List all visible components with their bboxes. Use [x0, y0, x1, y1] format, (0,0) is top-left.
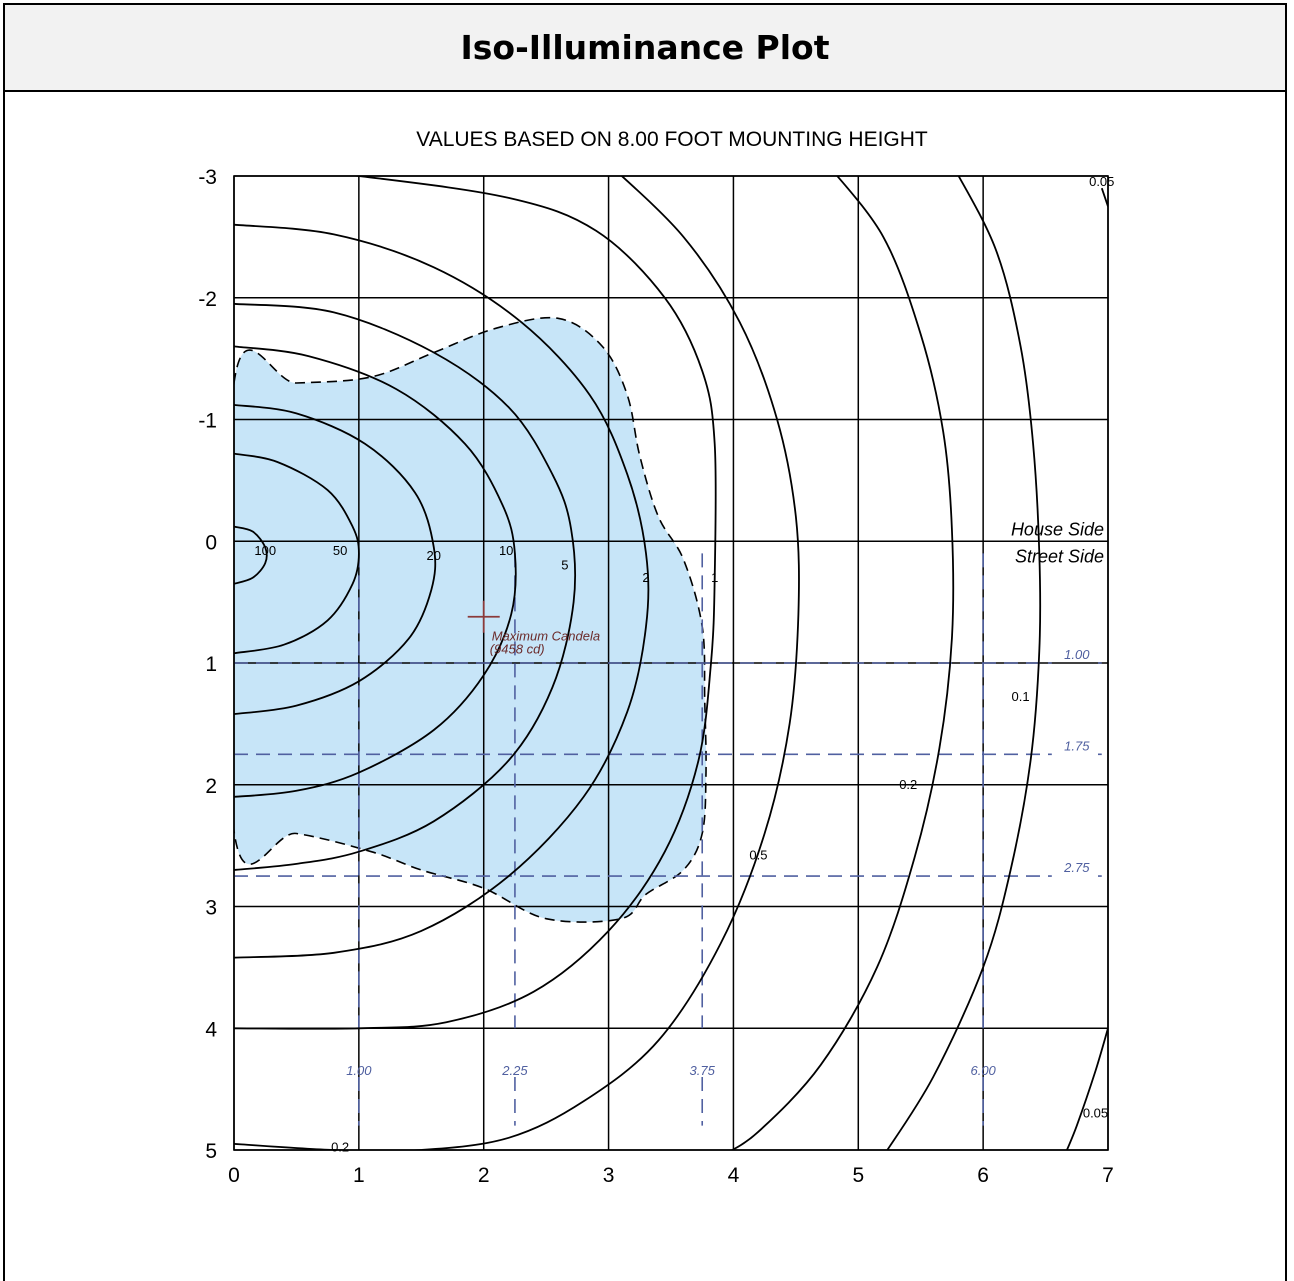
dashed-vertical-label: 3.75 [690, 1063, 716, 1078]
y-tick-label: 0 [205, 531, 217, 554]
dashed-horizontal-label: 1.75 [1064, 738, 1090, 753]
x-tick-label: 1 [353, 1164, 365, 1187]
x-tick-label: 3 [603, 1164, 615, 1187]
report-frame: Iso-Illuminance Plot [3, 3, 1287, 1281]
x-tick-label: 4 [728, 1164, 740, 1187]
contour-line [1065, 1028, 1108, 1150]
contour-line [886, 176, 1042, 1150]
page-title: Iso-Illuminance Plot [460, 28, 830, 67]
max-candela-label: Maximum Candela [492, 629, 600, 644]
contour-line [234, 452, 360, 655]
contour-label: 50 [333, 543, 347, 558]
contour-line [234, 176, 717, 1030]
contour-label: 2 [642, 570, 649, 585]
contour-line [234, 302, 577, 871]
x-tick-label: 2 [478, 1164, 490, 1187]
plot-area-border [233, 175, 1109, 1151]
contour-label: 0.05 [1083, 1105, 1108, 1120]
contour-line [234, 525, 268, 585]
contour-line [1100, 187, 1108, 207]
max-candela-value: (9458 cd) [490, 642, 545, 657]
y-tick-label: -3 [198, 166, 217, 189]
plot-header: Iso-Illuminance Plot [5, 5, 1285, 92]
y-tick-label: 2 [205, 775, 217, 798]
contour-line [234, 404, 437, 715]
contour-label: 0.5 [749, 847, 767, 862]
y-tick-label: 4 [205, 1018, 217, 1041]
chart-subtitle: VALUES BASED ON 8.00 FOOT MOUNTING HEIGH… [416, 128, 928, 151]
x-tick-label: 6 [977, 1164, 989, 1187]
contour-label: 20 [427, 548, 441, 563]
contour-line [730, 176, 955, 1150]
x-tick-label: 5 [852, 1164, 864, 1187]
contour-line [234, 176, 800, 1150]
y-tick-label: 1 [205, 653, 217, 676]
y-tick-label: -2 [198, 288, 217, 311]
dashed-vertical-label: 6.00 [970, 1063, 996, 1078]
dashed-horizontal-label: 1.00 [1064, 647, 1090, 662]
y-tick-label: -1 [198, 410, 217, 433]
contour-line [234, 223, 650, 959]
contour-label: 10 [499, 543, 513, 558]
contour-label: 100 [254, 543, 276, 558]
street-side-label: Street Side [1015, 546, 1104, 566]
contour-label: 0.2 [899, 777, 917, 792]
contour-label: 1 [711, 570, 718, 585]
house-side-label: House Side [1011, 519, 1104, 539]
contour-line [234, 345, 517, 798]
dashed-horizontal-label: 2.75 [1063, 860, 1090, 875]
x-tick-label: 7 [1102, 1164, 1114, 1187]
shaded-region [234, 316, 707, 923]
y-tick-label: 3 [205, 897, 217, 920]
contour-label: 0.1 [1012, 689, 1030, 704]
contour-label: 5 [561, 558, 568, 573]
dashed-vertical-label: 1.00 [346, 1063, 372, 1078]
dashed-vertical-label: 2.25 [501, 1063, 528, 1078]
y-tick-label: 5 [205, 1140, 217, 1163]
x-tick-label: 0 [228, 1164, 240, 1187]
contour-label: 0.2 [331, 1140, 349, 1155]
